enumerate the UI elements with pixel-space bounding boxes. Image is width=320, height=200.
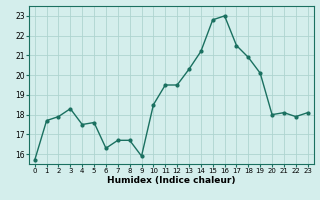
X-axis label: Humidex (Indice chaleur): Humidex (Indice chaleur) <box>107 176 236 185</box>
